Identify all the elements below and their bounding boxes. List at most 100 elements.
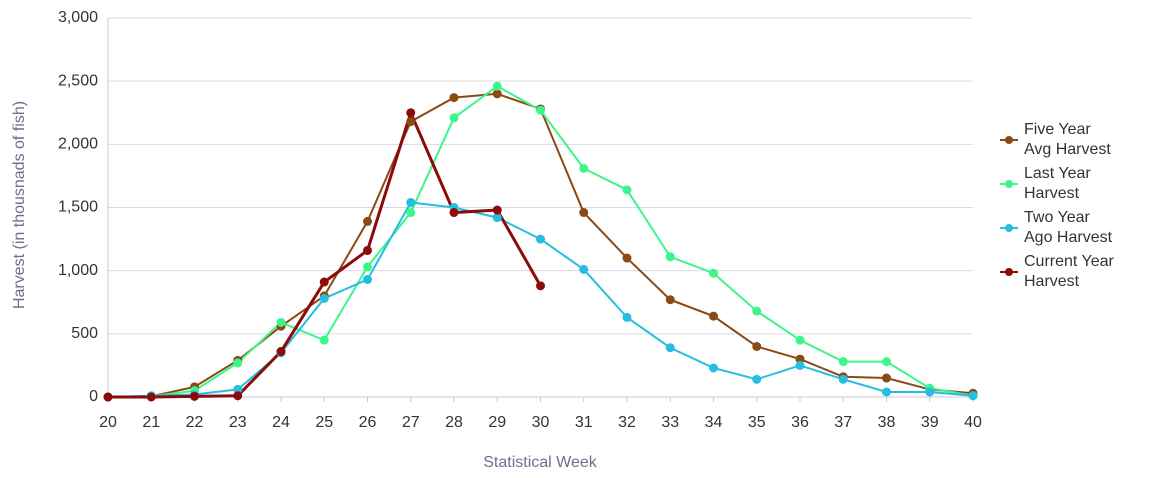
- x-tick-label: 40: [964, 414, 982, 431]
- data-point: [492, 89, 502, 99]
- x-tick-label: 30: [532, 414, 550, 431]
- data-point: [709, 268, 718, 278]
- data-point: [233, 391, 243, 401]
- data-point: [579, 264, 589, 274]
- x-tick-label: 36: [791, 414, 809, 431]
- data-point: [838, 357, 848, 367]
- legend-label: Two Year Ago Harvest: [1024, 209, 1113, 246]
- x-tick-label: 33: [661, 414, 679, 431]
- data-point: [536, 234, 545, 244]
- data-point: [492, 213, 502, 223]
- data-point: [622, 253, 632, 263]
- series-line: [108, 108, 542, 399]
- y-tick-label: 1,500: [58, 199, 98, 216]
- series-line: [107, 201, 974, 398]
- data-point: [233, 358, 243, 368]
- data-point: [795, 354, 805, 364]
- x-tick-label: 28: [445, 414, 463, 431]
- legend-dot: [1005, 224, 1013, 232]
- y-tick-label: 1,000: [58, 262, 98, 279]
- legend-label: Current Year Harvest: [1024, 253, 1114, 290]
- legend-marker: [1000, 136, 1018, 144]
- y-tick-label: 500: [71, 325, 98, 342]
- data-point: [363, 262, 372, 272]
- data-point: [665, 295, 675, 305]
- data-point: [492, 81, 502, 91]
- series-line: [107, 92, 974, 398]
- data-point: [925, 387, 935, 397]
- data-point: [406, 108, 416, 118]
- data-point: [665, 252, 675, 262]
- data-point: [233, 384, 243, 394]
- legend-marker: [1000, 224, 1018, 232]
- x-tick-label: 29: [488, 414, 506, 431]
- x-tick-label: 20: [99, 414, 117, 431]
- data-point: [449, 113, 459, 123]
- y-tick-label: 2,500: [58, 72, 98, 89]
- x-tick-label: 32: [618, 414, 636, 431]
- data-point: [622, 312, 632, 322]
- data-point: [838, 374, 848, 384]
- data-point: [406, 208, 416, 218]
- x-tick-label: 22: [186, 414, 204, 431]
- legend-label: Five Year Avg Harvest: [1024, 121, 1111, 158]
- x-tick-label: 31: [575, 414, 593, 431]
- data-point: [190, 391, 199, 401]
- x-tick-label: 39: [921, 414, 939, 431]
- data-point: [752, 341, 762, 351]
- data-point: [319, 335, 329, 345]
- x-tick-label: 26: [359, 414, 377, 431]
- data-point: [882, 387, 891, 397]
- data-point: [536, 105, 545, 115]
- data-point: [319, 293, 329, 303]
- data-point: [276, 347, 286, 357]
- data-point: [882, 357, 891, 367]
- data-point: [882, 373, 891, 383]
- legend-item: Five Year Avg Harvest: [1000, 120, 1120, 160]
- data-point: [406, 117, 416, 127]
- data-point: [276, 317, 286, 327]
- x-tick-label: 37: [834, 414, 852, 431]
- y-axis-title: Harvest (in thousnads of fish): [11, 101, 28, 309]
- y-tick-label: 0: [89, 388, 98, 405]
- y-tick-label: 3,000: [58, 9, 98, 26]
- legend-marker: [1000, 180, 1018, 188]
- data-point: [449, 93, 459, 103]
- data-point: [579, 163, 589, 173]
- y-tick-label: 2,000: [58, 136, 98, 153]
- x-tick-label: 21: [142, 414, 160, 431]
- x-tick-label: 38: [878, 414, 896, 431]
- legend-item: Last Year Harvest: [1000, 164, 1120, 204]
- data-point: [709, 363, 718, 373]
- legend-dot: [1005, 268, 1013, 276]
- data-point: [319, 277, 329, 287]
- x-tick-label: 24: [272, 414, 290, 431]
- data-point: [146, 392, 156, 402]
- data-point: [709, 311, 718, 321]
- legend-marker: [1000, 268, 1018, 276]
- data-point: [622, 185, 632, 195]
- data-point: [752, 374, 762, 384]
- data-point: [103, 392, 113, 402]
- data-point: [406, 197, 416, 207]
- x-tick-label: 27: [402, 414, 420, 431]
- legend-label: Last Year Harvest: [1024, 165, 1091, 202]
- data-point: [449, 208, 459, 218]
- legend-item: Two Year Ago Harvest: [1000, 208, 1120, 248]
- legend-item: Current Year Harvest: [1000, 252, 1120, 292]
- data-point: [752, 306, 762, 316]
- legend: Five Year Avg Harvest Last Year Harvest Tw…: [1000, 120, 1120, 296]
- x-tick-label: 34: [705, 414, 723, 431]
- data-point: [536, 281, 545, 291]
- data-point: [492, 205, 502, 215]
- data-point: [363, 245, 372, 255]
- x-axis-title: Statistical Week: [483, 454, 598, 471]
- x-tick-label: 35: [748, 414, 766, 431]
- x-tick-label: 23: [229, 414, 247, 431]
- data-point: [795, 335, 805, 345]
- data-point: [579, 208, 589, 218]
- x-tick-label: 25: [315, 414, 333, 431]
- data-point: [363, 216, 372, 226]
